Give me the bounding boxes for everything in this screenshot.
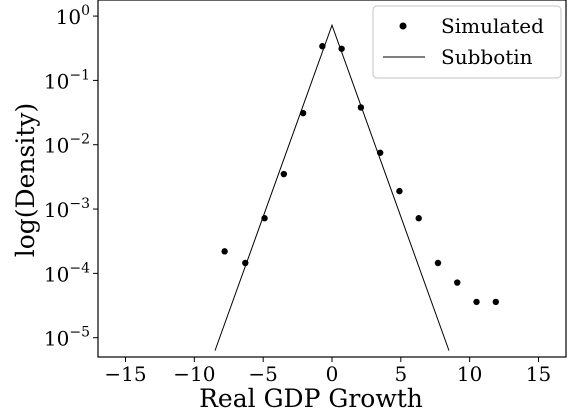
x-tick-label: −15: [104, 362, 146, 386]
plot-area: [214, 23, 499, 351]
y-axis-label: log(Density): [11, 103, 40, 258]
data-point-simulated: [221, 248, 228, 255]
y-tick-label: 10−2: [44, 132, 90, 158]
y-axis-ticks: 100 10−1 10−2 10−3 10−4 10−5: [44, 3, 98, 351]
x-axis-ticks: −15 −10 −5 0 5 10 15: [104, 357, 551, 386]
y-tick-label: 10−5: [44, 325, 90, 351]
legend-marker-simulated: [399, 22, 407, 30]
series-line-subbotin: [214, 23, 450, 351]
x-tick-label: 10: [457, 362, 482, 386]
data-point-simulated: [261, 215, 268, 222]
data-point-simulated: [473, 298, 480, 306]
series-points-simulated: [221, 43, 499, 306]
legend-label-simulated: Simulated: [441, 14, 544, 38]
x-tick-label: 0: [326, 362, 339, 386]
data-point-simulated: [492, 298, 499, 306]
data-point-simulated: [415, 215, 422, 222]
data-point-simulated: [338, 45, 345, 52]
x-tick-label: −10: [173, 362, 215, 386]
y-tick-label: 10−4: [44, 260, 90, 286]
x-tick-label: −5: [248, 362, 277, 386]
data-point-simulated: [242, 259, 249, 267]
data-point-simulated: [396, 187, 403, 195]
data-point-simulated: [280, 170, 288, 178]
legend-label-subbotin: Subbotin: [441, 45, 533, 69]
legend: Simulated Subbotin: [372, 5, 562, 79]
x-tick-label: 5: [394, 362, 407, 386]
data-point-simulated: [434, 259, 442, 267]
y-tick-label: 10−1: [44, 67, 90, 93]
y-tick-label: 100: [56, 3, 90, 29]
data-point-simulated: [299, 109, 307, 117]
data-point-simulated: [376, 149, 384, 156]
data-point-simulated: [357, 104, 365, 111]
x-axis-label: Real GDP Growth: [199, 384, 423, 413]
legend-box: [372, 5, 562, 79]
data-point-simulated: [319, 43, 326, 50]
data-point-simulated: [454, 279, 461, 286]
x-tick-label: 15: [526, 362, 551, 386]
y-tick-label: 10−3: [44, 196, 90, 222]
